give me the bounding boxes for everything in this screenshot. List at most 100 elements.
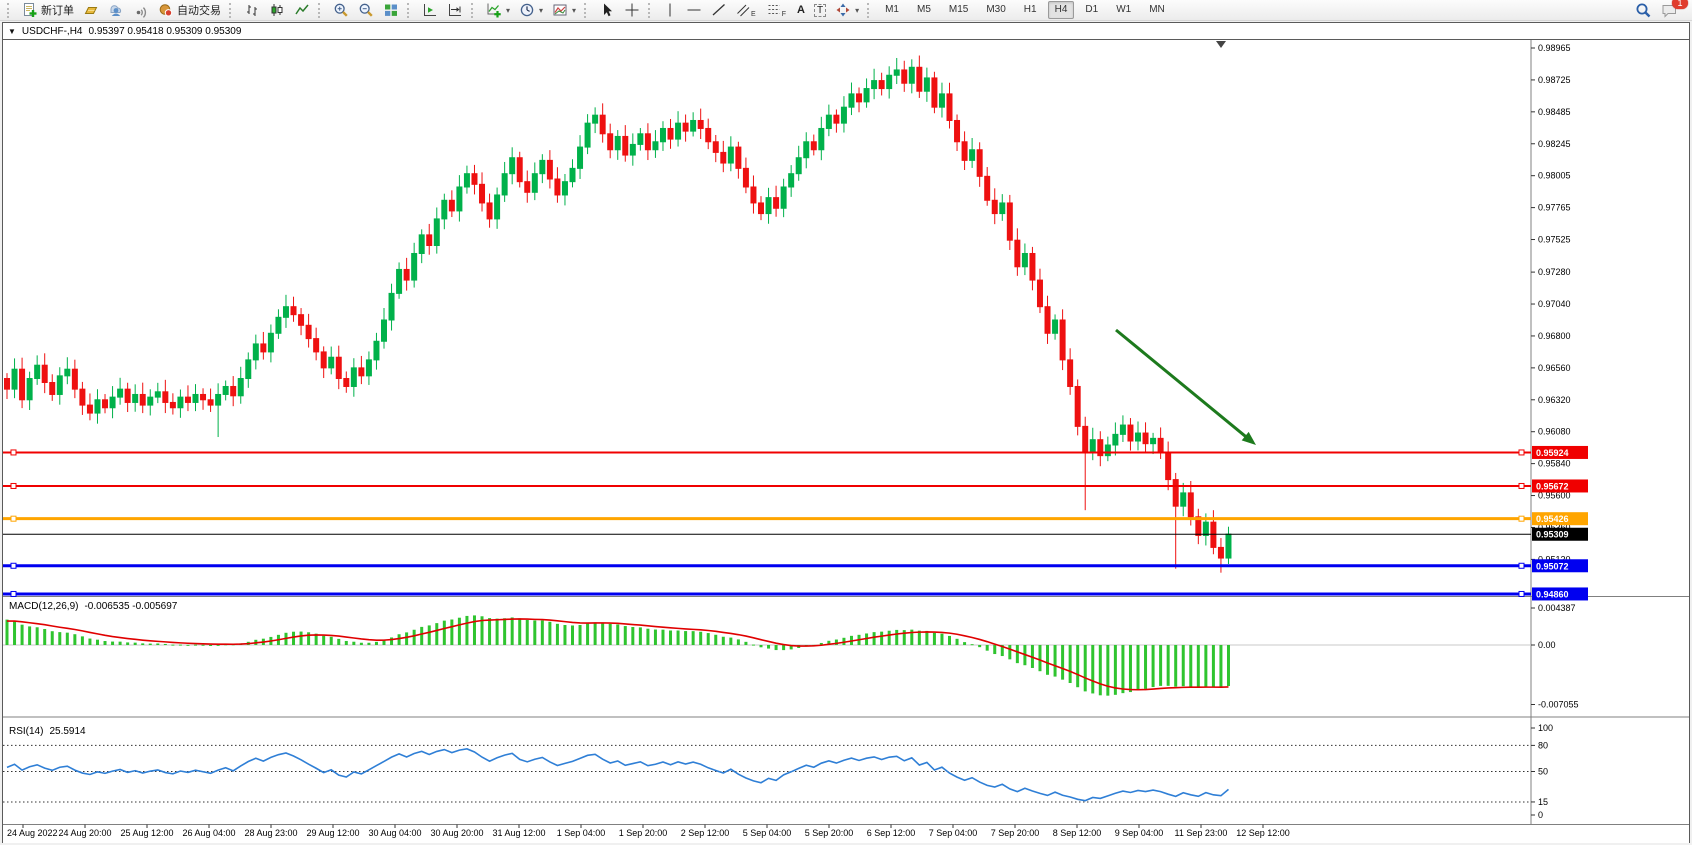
line-handle — [1518, 482, 1525, 489]
autotrade-label: 自动交易 — [177, 5, 221, 17]
timeframe-h4-button[interactable]: H4 — [1047, 1, 1075, 19]
periods-button[interactable]: ▾ — [515, 0, 547, 20]
periods-dropdown-caret: ▾ — [539, 5, 544, 15]
rsi-tick-label: 0 — [1538, 810, 1543, 820]
timeframe-toolbar: M1 M5 M15 M30 H1 H4 D1 W1 MN — [878, 1, 1172, 19]
main-toolbar: 新订单 自动交易 — [0, 0, 1692, 21]
community-person-icon — [108, 2, 124, 18]
timeframe-m30-button[interactable]: M30 — [986, 4, 1006, 15]
timeframe-h1-button[interactable]: H1 — [1023, 4, 1037, 15]
auto-scroll-button[interactable] — [418, 0, 442, 20]
timeframe-mn-button[interactable]: MN — [1149, 4, 1165, 15]
line-handle — [1518, 562, 1525, 569]
new-order-button[interactable]: 新订单 — [18, 0, 78, 20]
cursor-button[interactable] — [595, 0, 619, 20]
price-tick-label: 0.98485 — [1538, 107, 1571, 117]
search-button[interactable] — [1631, 0, 1656, 20]
text-tool-button[interactable]: A — [793, 0, 809, 20]
chart-canvas[interactable]: 0.98965 0.98725 0.98485 0.98245 0.98005 0.977… — [3, 40, 1689, 843]
price-level-badge-label: 0.95672 — [1536, 481, 1569, 491]
timeframe-m15-button[interactable]: M15 — [948, 4, 969, 15]
price-tick-label: 0.96320 — [1538, 395, 1571, 405]
cursor-arrow-icon — [599, 2, 615, 18]
trendline-tool-button[interactable] — [707, 0, 731, 20]
date-tick-label: 28 Aug 23:00 — [244, 828, 297, 838]
templates-button[interactable]: ▾ — [548, 0, 580, 20]
price-tick-label: 0.98245 — [1538, 139, 1571, 149]
arrows-tool-button[interactable]: ▾ — [831, 0, 863, 20]
toolbar-grip[interactable] — [471, 2, 477, 18]
chart-titlebar[interactable]: ▼ USDCHF-,H4 0.95397 0.95418 0.95309 0.9… — [3, 23, 1689, 40]
text-tool-icon: A — [797, 4, 805, 16]
equidistant-channel-tool-button[interactable]: E — [732, 0, 762, 20]
line-chart-icon — [294, 2, 310, 18]
signals-button[interactable] — [129, 0, 153, 20]
vertical-line-tool-button[interactable] — [659, 0, 681, 20]
bar-chart-button[interactable] — [240, 0, 264, 20]
chart-window: ▼ USDCHF-,H4 0.95397 0.95418 0.95309 0.9… — [2, 22, 1690, 843]
date-tick-label: 24 Aug 20:00 — [58, 828, 111, 838]
add-indicator-button[interactable]: ▾ — [482, 0, 514, 20]
new-order-icon — [22, 2, 38, 18]
candlestick-chart-icon — [269, 2, 285, 18]
timeframe-w1-button[interactable]: W1 — [1116, 4, 1132, 15]
line-chart-button[interactable] — [290, 0, 314, 20]
zoom-in-icon — [333, 2, 349, 18]
community-button[interactable] — [104, 0, 128, 20]
zoom-in-button[interactable] — [329, 0, 353, 20]
toolbar-grip[interactable] — [648, 2, 654, 18]
date-tick-label: 5 Sep 04:00 — [743, 828, 792, 838]
chart-menu-caret-icon[interactable]: ▼ — [8, 26, 16, 36]
clock-icon — [519, 2, 535, 18]
add-indicator-dropdown-caret: ▾ — [506, 5, 511, 15]
notification-badge: 1 — [1672, 0, 1688, 9]
tile-windows-button[interactable] — [379, 0, 403, 20]
date-tick-label: 30 Aug 20:00 — [430, 828, 483, 838]
toolbar-grip[interactable] — [229, 2, 235, 18]
trend-arrow[interactable] — [1115, 328, 1256, 445]
toolbar-grip[interactable] — [584, 2, 590, 18]
toolbar-grip[interactable] — [7, 2, 13, 18]
fibonacci-tool-button[interactable]: F — [763, 0, 792, 20]
equidistant-channel-icon — [736, 2, 750, 18]
candlestick-chart-button[interactable] — [265, 0, 289, 20]
chat-button[interactable]: 1 — [1657, 0, 1688, 20]
crosshair-icon — [624, 2, 640, 18]
price-tick-label: 0.98725 — [1538, 75, 1571, 85]
time-axis[interactable]: 24 Aug 2022 24 Aug 20:00 25 Aug 12:00 26 Au… — [7, 824, 1290, 839]
line-handle — [10, 590, 17, 597]
date-tick-label: 6 Sep 12:00 — [867, 828, 916, 838]
zoom-out-button[interactable] — [354, 0, 378, 20]
add-indicator-icon — [486, 2, 502, 18]
level-lines[interactable]: 0.95924 0.95672 0.95426 0.95309 0.95072 0.948… — [3, 445, 1588, 601]
date-tick-label: 5 Sep 20:00 — [805, 828, 854, 838]
date-tick-label: 7 Sep 04:00 — [929, 828, 978, 838]
price-tick-label: 0.96080 — [1538, 427, 1571, 437]
template-icon — [552, 2, 568, 18]
date-tick-label: 24 Aug 2022 — [7, 828, 58, 838]
autotrade-button[interactable]: 自动交易 — [154, 0, 225, 20]
price-tick-label: 0.98005 — [1538, 171, 1571, 181]
text-label-tool-button[interactable]: T — [810, 0, 830, 20]
price-tick-label: 0.96560 — [1538, 363, 1571, 373]
price-level-badge — [1532, 559, 1588, 573]
price-axis[interactable]: 0.98965 0.98725 0.98485 0.98245 0.98005 0.977… — [1531, 43, 1571, 564]
crosshair-button[interactable] — [620, 0, 644, 20]
date-tick-label: 25 Aug 12:00 — [120, 828, 173, 838]
toolbar-grip[interactable] — [407, 2, 413, 18]
fibonacci-icon — [767, 2, 781, 18]
horizontal-line-icon — [686, 2, 702, 18]
toolbar-grip[interactable] — [318, 2, 324, 18]
horizontal-line-tool-button[interactable] — [682, 0, 706, 20]
search-icon — [1635, 2, 1652, 19]
timeframe-m1-button[interactable]: M1 — [885, 4, 899, 15]
date-tick-label: 31 Aug 12:00 — [492, 828, 545, 838]
chart-shift-button[interactable] — [443, 0, 467, 20]
timeframe-m5-button[interactable]: M5 — [916, 4, 931, 15]
chart-shift-icon — [447, 2, 463, 18]
toolbar-grip[interactable] — [867, 2, 873, 18]
gold-ingot-button[interactable] — [79, 0, 103, 20]
timeframe-d1-button[interactable]: D1 — [1085, 4, 1099, 15]
chart-shift-marker[interactable] — [1216, 41, 1226, 48]
macd-layer — [3, 615, 1531, 696]
